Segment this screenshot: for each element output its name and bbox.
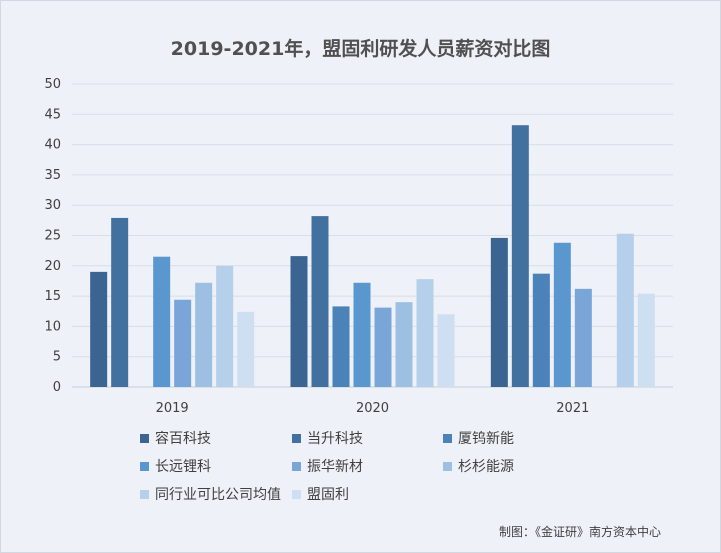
- chart-plot: 0 5 10 15 20 25 30 35 40 45 50 2019 2020 2021: [44, 77, 673, 416]
- bar: [353, 282, 371, 387]
- legend-swatch: [292, 489, 301, 499]
- bar: [311, 216, 329, 387]
- bar: [437, 314, 455, 387]
- bar: [637, 293, 655, 387]
- bar: [111, 217, 129, 387]
- legend-swatch: [140, 433, 149, 443]
- source-note: 制图：《金证研》南方资本中心: [498, 525, 661, 539]
- legend-swatch: [443, 461, 452, 471]
- legend-label: 杉杉能源: [458, 459, 514, 475]
- y-tick-label: 20: [44, 259, 61, 274]
- legend-label: 振华新材: [307, 459, 363, 475]
- y-tick-label: 35: [44, 168, 61, 183]
- y-tick-label: 45: [44, 107, 61, 122]
- bar: [332, 306, 350, 387]
- bar: [374, 307, 392, 387]
- legend-item: 同行业可比公司均值: [140, 484, 281, 504]
- x-tick-label: 2021: [556, 401, 589, 416]
- bar: [511, 125, 529, 387]
- bar: [90, 271, 108, 387]
- bar: [153, 256, 171, 387]
- y-tick-label: 50: [44, 77, 61, 92]
- legend-label: 厦钨新能: [458, 431, 514, 447]
- x-tick-label: 2019: [156, 401, 189, 416]
- legend-item: 盟固利: [292, 484, 349, 504]
- y-tick-label: 10: [44, 319, 61, 334]
- legend-swatch: [443, 433, 452, 443]
- legend-swatch: [140, 489, 149, 499]
- legend-item: 杉杉能源: [443, 456, 514, 476]
- chart-title: 2019-2021年，盟固利研发人员薪资对比图: [170, 38, 551, 60]
- y-tick-label: 40: [44, 138, 61, 153]
- legend-swatch: [292, 433, 301, 443]
- y-tick-label: 25: [44, 229, 61, 244]
- x-tick-label: 2020: [356, 401, 389, 416]
- bar: [174, 299, 192, 387]
- bar: [616, 233, 634, 387]
- legend-label: 容百科技: [155, 431, 211, 447]
- legend-swatch: [140, 461, 149, 471]
- legend-item: 长远锂科: [140, 456, 211, 476]
- legend-item: 厦钨新能: [443, 428, 514, 448]
- bar: [490, 237, 508, 387]
- bar: [395, 302, 413, 387]
- legend-label: 当升科技: [307, 431, 363, 447]
- bar: [216, 265, 234, 387]
- y-tick-label: 30: [44, 198, 61, 213]
- legend-swatch: [292, 461, 301, 471]
- bar: [553, 242, 571, 387]
- bar: [195, 282, 213, 387]
- legend-item: 当升科技: [292, 428, 363, 448]
- legend-item: 容百科技: [140, 428, 211, 448]
- bar: [532, 273, 550, 387]
- legend-item: 振华新材: [292, 456, 363, 476]
- bar: [416, 279, 434, 387]
- legend-label: 长远锂科: [155, 459, 211, 475]
- y-tick-label: 15: [44, 289, 61, 304]
- bar: [237, 311, 255, 387]
- y-tick-label: 0: [53, 380, 61, 395]
- legend-label: 盟固利: [307, 487, 349, 503]
- legend-label: 同行业可比公司均值: [155, 487, 281, 503]
- bar: [290, 256, 308, 387]
- y-tick-label: 5: [53, 350, 61, 365]
- bar: [574, 288, 592, 387]
